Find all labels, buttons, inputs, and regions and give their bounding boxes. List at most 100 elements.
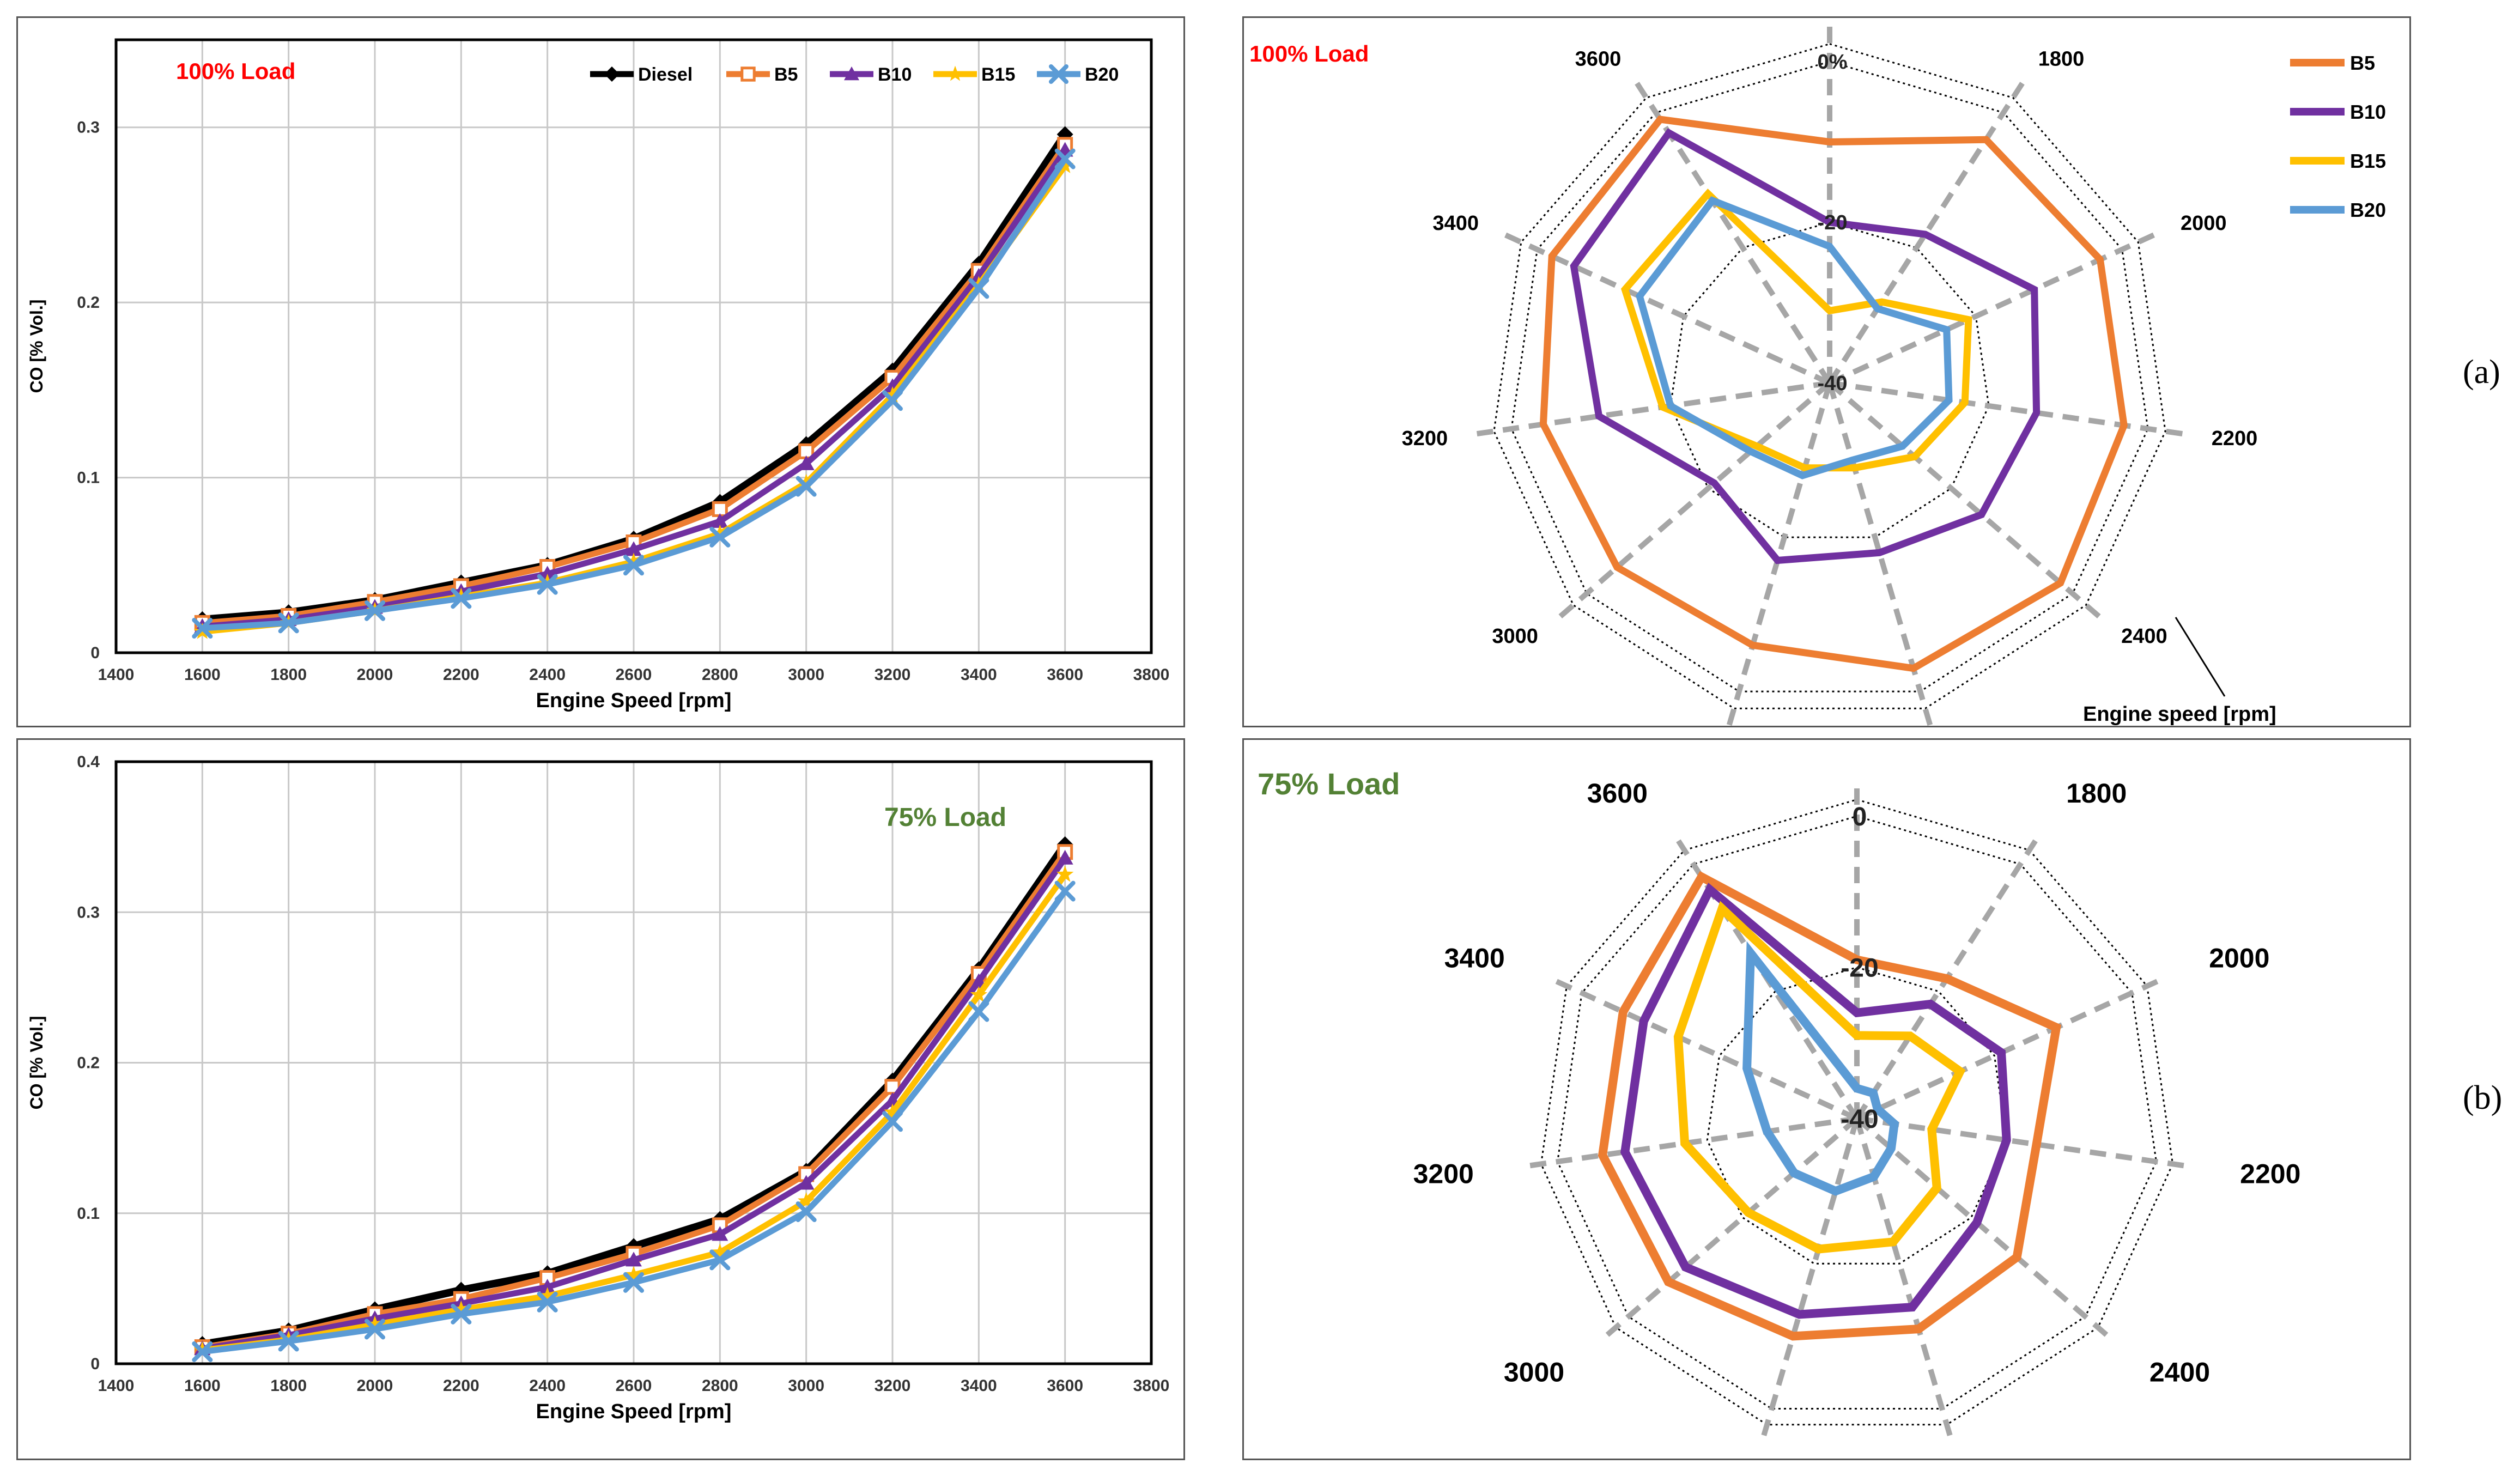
radar-spoke — [1547, 975, 1859, 1121]
data-point-b15 — [884, 1103, 901, 1120]
x-tick-label: 3600 — [1047, 666, 1083, 684]
y-tick-label: 0.3 — [77, 119, 100, 137]
radar-chart-75-load: 0-20-40160018002000220024002600280030003… — [1242, 707, 2411, 1460]
data-point-b20 — [796, 476, 817, 497]
legend-item-b5: B5 — [2290, 52, 2375, 74]
x-tick-label: 3800 — [1133, 666, 1170, 684]
y-tick-label: 0.1 — [77, 1205, 100, 1223]
radar-category-label: 1800 — [2038, 48, 2085, 71]
x-tick-label: 1800 — [270, 1377, 307, 1395]
chart-title: 75% Load — [1258, 767, 1400, 801]
legend-label: B5 — [2350, 52, 2375, 74]
data-point-b20 — [968, 278, 989, 299]
x-tick-label: 3200 — [875, 666, 911, 684]
line-chart-75-load: 1400 1600 1800 2000 2200 2400 2600 2800 3000 3200… — [16, 738, 1185, 1460]
legend-label: B20 — [1085, 64, 1119, 85]
legend-item-diesel: Diesel — [590, 64, 693, 85]
legend-label: B15 — [981, 64, 1015, 85]
data-point-b15 — [625, 1266, 642, 1283]
data-point-b20 — [365, 1319, 385, 1340]
plot-area — [114, 38, 1153, 654]
data-point-b20 — [451, 1303, 472, 1325]
x-tick-label: 3000 — [788, 1377, 824, 1395]
data-point-b20 — [882, 390, 903, 411]
radar-spoke — [1473, 380, 1830, 437]
radar-series-b5 — [1539, 116, 2128, 672]
x-tick-label: 1600 — [184, 666, 221, 684]
radar-spoke — [1827, 381, 2104, 621]
data-point-b10 — [798, 455, 815, 470]
x-axis-label: Engine Speed [rpm] — [536, 1400, 732, 1423]
radar-chart-100-load: 0%-20-4016001800200022002400260028003000… — [1242, 0, 2411, 766]
data-point-b15 — [366, 1315, 384, 1332]
x-tick-label: 2600 — [616, 1377, 652, 1395]
data-point-b10 — [626, 541, 642, 556]
radar-category-label: 3400 — [1432, 212, 1479, 235]
radar-spoke — [1827, 78, 2027, 385]
data-point-b20 — [192, 618, 213, 639]
legend-marker — [844, 66, 859, 81]
radar-spoke — [1759, 1117, 1860, 1444]
radar-spoke — [1556, 381, 1832, 621]
radar-category-label: 3400 — [1444, 943, 1505, 973]
y-tick-label: 0.2 — [77, 294, 100, 312]
plot-area — [114, 760, 1153, 1365]
data-point-b20 — [192, 1341, 213, 1362]
data-point-b15 — [539, 1287, 556, 1303]
legend-item-b5: B5 — [726, 64, 798, 85]
y-tick-label: 0 — [90, 644, 100, 662]
panel-label-b: (b) — [2463, 1079, 2503, 1116]
axis-title-leader — [2175, 617, 2226, 697]
radar-spoke — [1855, 975, 2166, 1121]
data-point-b20 — [968, 1001, 989, 1022]
data-point-b15 — [798, 1192, 815, 1208]
x-tick-label: 2800 — [702, 666, 738, 684]
data-point-b15 — [970, 986, 987, 1003]
data-point-b20 — [1054, 880, 1076, 902]
data-point-b20 — [537, 574, 558, 595]
data-point-b20 — [796, 1201, 817, 1222]
radar-category-label: 2400 — [2121, 625, 2167, 648]
x-tick-label: 3600 — [1047, 1377, 1083, 1395]
radar-category-label: 3200 — [1413, 1159, 1474, 1189]
line-chart-100-svg: 1400 1600 1800 2000 2200 2400 2600 2800 3000 3200… — [27, 38, 1170, 712]
radar-frame — [1493, 43, 2166, 709]
data-point-b10 — [712, 513, 728, 528]
legend-label: Diesel — [638, 64, 693, 85]
legend-label: B5 — [774, 64, 798, 85]
radar-category-label: 3600 — [1587, 778, 1648, 809]
legend-label: B15 — [2350, 150, 2386, 172]
radar-spoke — [1501, 230, 1831, 386]
line-chart-75-svg: 1400 1600 1800 2000 2200 2400 2600 2800 3000 3200… — [27, 753, 1170, 1423]
radar-category-label: 3000 — [1492, 625, 1538, 648]
data-point-b20 — [709, 1249, 731, 1271]
legend-item-b15: B15 — [2290, 150, 2386, 172]
data-point-b10 — [712, 1226, 728, 1241]
y-tick-label: 0.3 — [77, 903, 100, 921]
y-tick-label: 0.1 — [77, 469, 100, 487]
chart-title: 100% Load — [1249, 41, 1369, 66]
radar-chart-75-svg: 0-20-40160018002000220024002600280030003… — [1258, 707, 2300, 1444]
data-point-b20 — [365, 600, 385, 621]
data-point-b20 — [278, 612, 299, 634]
radar-category-label: 2200 — [2212, 427, 2258, 450]
radar-category-label: 3000 — [1504, 1357, 1564, 1388]
x-tick-label: 3800 — [1133, 1377, 1170, 1395]
legend-item-b10: B10 — [2290, 101, 2386, 123]
data-point-b10 — [626, 1252, 642, 1267]
legend-item-b15: B15 — [933, 64, 1015, 85]
radar-ring-label: 0 — [1853, 803, 1867, 831]
radar-series-b15 — [1673, 901, 1966, 1254]
data-point-b15 — [711, 524, 728, 541]
radar-series-b10 — [1620, 883, 2011, 1319]
radar-series-b5 — [1598, 871, 2061, 1341]
y-axis-label: CO [% Vol.] — [27, 1016, 46, 1110]
radar-series-b10 — [1570, 128, 2041, 564]
x-tick-label: 1400 — [98, 666, 135, 684]
data-point-b15 — [711, 1243, 728, 1260]
x-axis-label: Engine Speed [rpm] — [536, 689, 732, 712]
chart-title: 100% Load — [176, 58, 295, 84]
x-tick-label: 2800 — [702, 1377, 738, 1395]
data-point-b10 — [1056, 849, 1073, 865]
x-tick-label: 3400 — [961, 1377, 997, 1395]
